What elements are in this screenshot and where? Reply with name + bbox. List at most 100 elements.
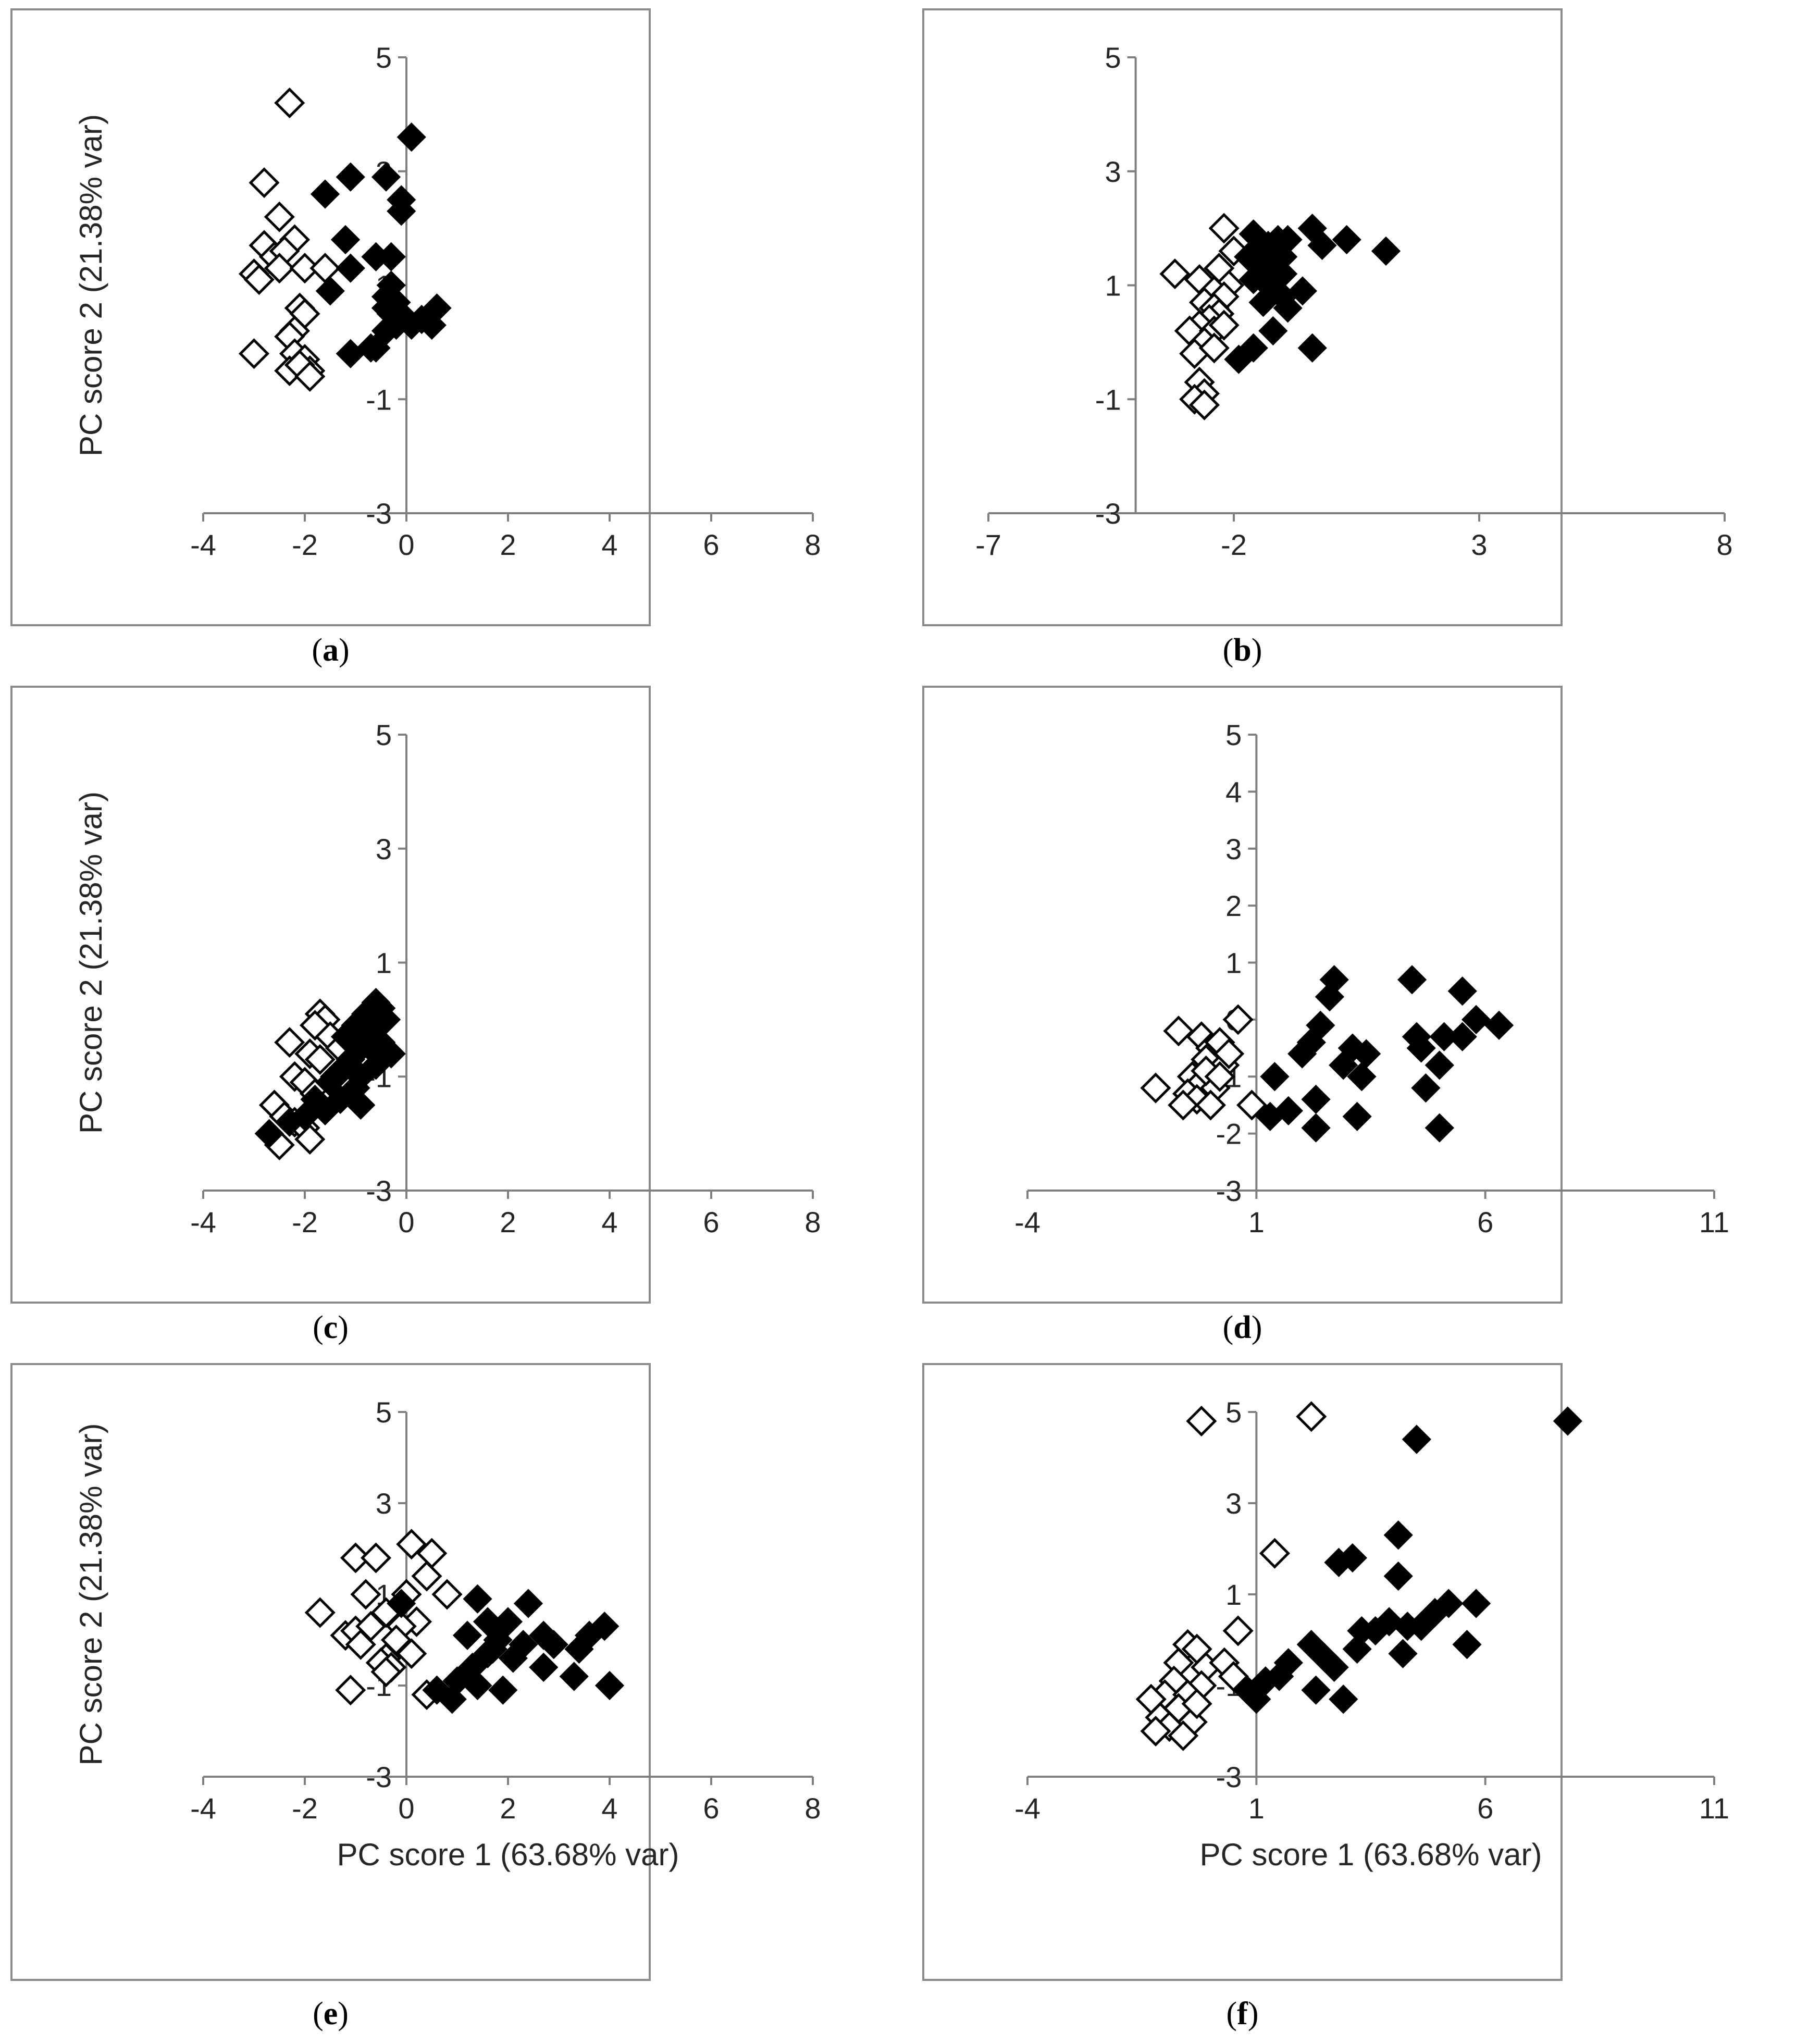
panel-b-filled-point [1238, 265, 1268, 294]
panel-b-x-tick-label: 8 [1716, 528, 1732, 561]
panel-a-y-tick-label: -1 [366, 383, 392, 416]
panel-e-x-tick-label: 4 [601, 1792, 617, 1825]
panel-d-x-tick-label: -4 [1014, 1206, 1041, 1238]
panel-b: -7 -2 3 8 -3 -1 1 3 5 (b) [922, 8, 1733, 668]
panel-f-x-tick-label: 6 [1477, 1792, 1493, 1825]
panel-b-filled-point [1268, 242, 1298, 271]
panel-a-x-tick-label: 4 [601, 528, 617, 561]
panel-d-filled-point [1315, 982, 1345, 1012]
panel-d-filled-point [1447, 976, 1477, 1006]
panel-e-x-tick-label: 8 [804, 1792, 821, 1825]
panel-f-filled-point [1342, 1634, 1372, 1664]
panel-e-x-tick-label: -4 [190, 1792, 216, 1825]
panel-f-filled-point [1452, 1630, 1482, 1659]
panel-d-open-point [1163, 1015, 1194, 1047]
panel-f-x-tick-label: 1 [1248, 1792, 1265, 1825]
panel-c-caption-letter: c [324, 1310, 338, 1345]
panel-d-open-point [1222, 1004, 1254, 1035]
panel-e-filled-point [513, 1589, 543, 1618]
panel-e-open-point [340, 1542, 371, 1574]
panel-e-filled-point [463, 1584, 492, 1614]
panel-a-open-point [249, 167, 280, 199]
panel-d-open-point [1204, 1061, 1235, 1092]
panel-d-filled-point [1329, 1050, 1358, 1080]
panel-d-filled-point [1255, 1101, 1285, 1131]
panel-a-open-point [238, 338, 270, 369]
panel-b-y-tick-label: -3 [1095, 497, 1121, 530]
panel-a-filled-point [417, 310, 447, 340]
panel-f-filled-point [1553, 1406, 1582, 1436]
panel-d-open-point [1168, 1089, 1199, 1121]
panel-e-filled-point [437, 1684, 467, 1714]
panel-f-x-tick-label: -4 [1014, 1792, 1041, 1825]
panel-e-open-point [345, 1629, 376, 1660]
panel-e-filled-point [559, 1662, 589, 1691]
panel-c-x-tick-label: -4 [190, 1206, 216, 1238]
panel-f-series-filled [1232, 1406, 1582, 1714]
panel-b-open-point [1198, 332, 1230, 364]
panel-a-filled-point [336, 253, 365, 283]
panel-d-filled-point [1347, 1062, 1377, 1092]
panel-f-open-point [1259, 1538, 1291, 1569]
panel-e-x-tick-label: -2 [292, 1792, 318, 1825]
panel-d-filled-point [1273, 1096, 1303, 1126]
panel-c-filled-point [346, 1090, 376, 1120]
panel-c-x-tick-label: 6 [703, 1206, 719, 1238]
panel-a-filled-point [315, 276, 345, 306]
panel-b-open-point [1159, 258, 1191, 290]
panel-e-x-axis-label: PC score 1 (63.68% var) [337, 1837, 679, 1872]
panel-e-filled-point [498, 1643, 528, 1673]
panel-b-x-tick-label: -7 [975, 528, 1001, 561]
panel-a-open-point [289, 253, 320, 284]
panel-a-y-axis-label: PC score 2 (21.38% var) [73, 114, 108, 456]
panel-c-y-tick-label: 5 [376, 719, 392, 751]
panel-b-filled-point [1258, 316, 1288, 346]
panel-f-filled-point [1324, 1547, 1354, 1577]
panel-e-x-tick-label: 6 [703, 1792, 719, 1825]
panel-f-caption: (f) [1227, 1996, 1259, 2031]
panel-d-filled-point [1429, 1022, 1459, 1051]
panel-b-filled-point [1297, 333, 1327, 363]
panel-e-open-point [360, 1542, 392, 1574]
panel-b-y-tick-label: 3 [1105, 155, 1121, 188]
panel-d-filled-point [1406, 1033, 1436, 1063]
panel-f-x-tick-label: 11 [1699, 1792, 1729, 1825]
panel-a-y-tick-label: -3 [366, 497, 392, 530]
panel-c-filled-point [300, 1084, 330, 1114]
panel-f-filled-point [1301, 1675, 1331, 1705]
panel-d-caption: (d) [1223, 1310, 1262, 1345]
panel-d-filled-point [1425, 1050, 1454, 1080]
panel-e-x-tick-label: 2 [500, 1792, 516, 1825]
panel-c-y-tick-label: 1 [376, 947, 392, 980]
panel-f-y-tick-label: 5 [1225, 1396, 1242, 1429]
panel-d-filled-point [1260, 1062, 1290, 1092]
panel-b-filled-point [1238, 333, 1268, 363]
panel-e-filled-point [493, 1607, 523, 1637]
panel-f-open-point [1222, 1615, 1254, 1646]
panel-c-filled-point [356, 1033, 386, 1063]
panel-f-filled-point [1329, 1684, 1358, 1714]
panel-c-x-tick-label: 8 [804, 1206, 821, 1238]
panel-f-filled-point [1383, 1561, 1413, 1591]
panel-e-filled-point [387, 1589, 416, 1618]
panel-d-open-point [1140, 1072, 1171, 1104]
panel-f-x-axis-label: PC score 1 (63.68% var) [1200, 1837, 1542, 1872]
panel-c-x-tick-label: -2 [292, 1206, 318, 1238]
panel-f-y-tick-label: 3 [1225, 1487, 1242, 1520]
panel-e-open-point [380, 1624, 412, 1656]
panel-d-y-tick-label: 4 [1225, 775, 1242, 808]
panel-e-filled-point [564, 1634, 594, 1664]
panel-f-y-tick-label: 1 [1225, 1578, 1242, 1611]
panel-b-series-open [1159, 213, 1249, 420]
panel-f-filled-point [1434, 1589, 1464, 1618]
panel-d-filled-point [1301, 1113, 1331, 1143]
panel-d-y-tick-label: 2 [1225, 889, 1242, 922]
panel-e-open-point [431, 1579, 463, 1610]
panel-c-x-tick-label: 4 [601, 1206, 617, 1238]
panel-a-open-point [264, 201, 295, 232]
panel-a-series-open [238, 87, 341, 392]
panel-b-filled-point [1248, 288, 1278, 317]
